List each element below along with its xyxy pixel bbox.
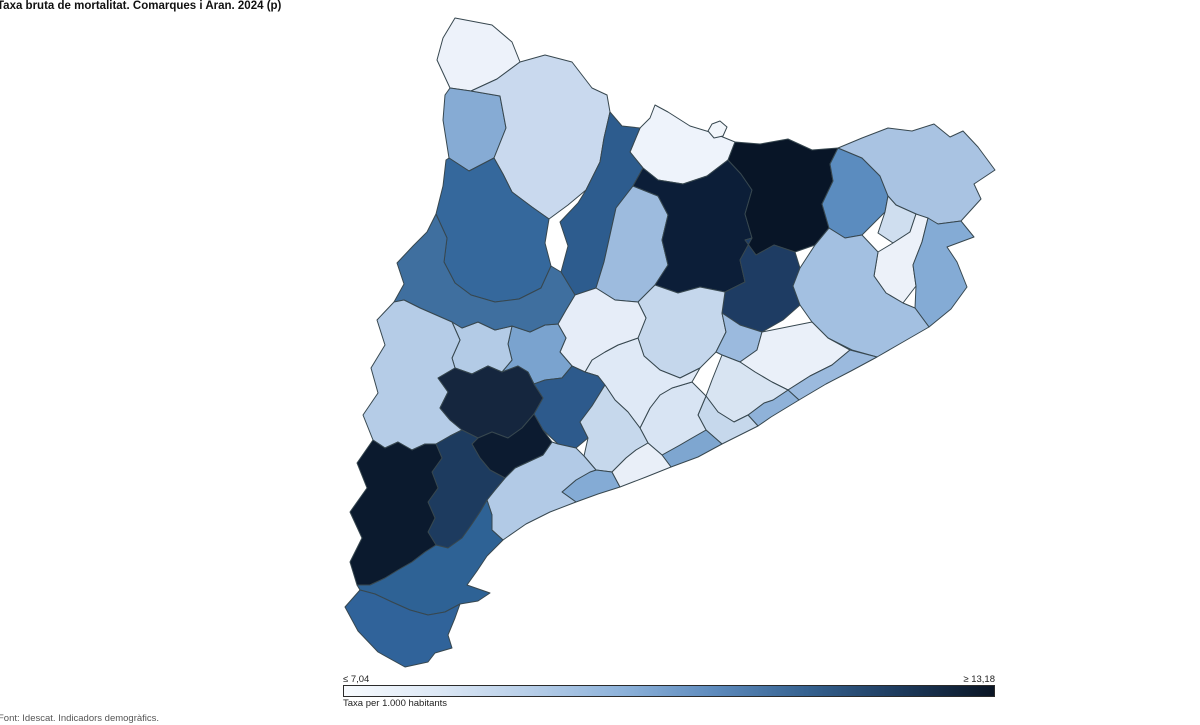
comarca-baix-emporda[interactable] [912,217,975,328]
comarca-selva[interactable] [792,227,930,358]
comarca-baix-penedes[interactable] [611,442,672,488]
comarca-pla-urgell[interactable] [451,321,513,375]
legend-caption: Taxa per 1.000 habitants [343,698,448,709]
source-note: Font: Idescat. Indicadors demogràfics. [0,713,160,724]
comarca-pallars-sobira[interactable] [470,54,611,220]
legend-max-label: ≥ 13,18 [963,674,995,685]
llivia-enclave [707,120,728,139]
legend-gradient-bar [343,685,995,697]
comarca-montsia[interactable] [344,589,461,668]
comarca-baix-ebre[interactable] [356,499,504,616]
page-title: Taxa bruta de mortalitat. Comarques i Ar… [0,0,282,12]
comarca-osona[interactable] [721,237,801,333]
legend-min-label: ≤ 7,04 [343,674,370,685]
comarca-ripolles[interactable] [727,138,839,256]
comarques-layer [344,17,996,668]
